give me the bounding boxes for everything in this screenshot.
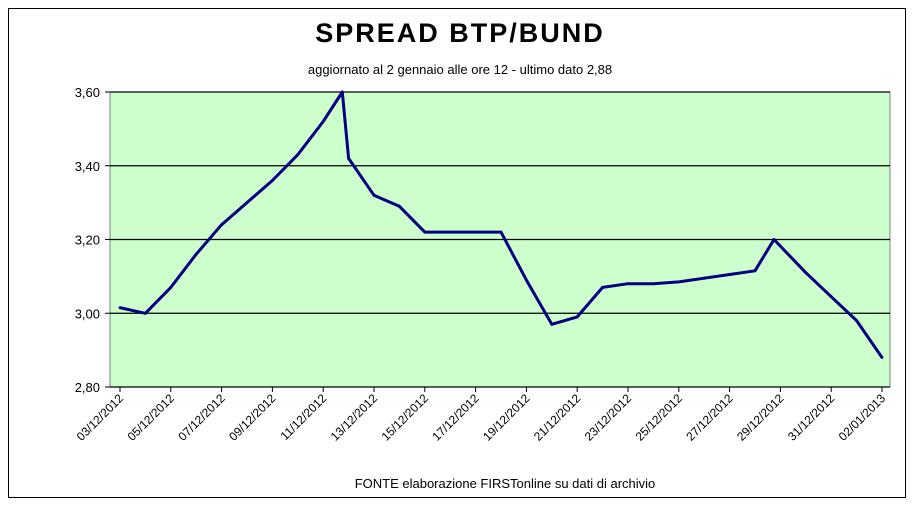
data-point [340, 90, 344, 94]
x-axis: 03/12/201205/12/201207/12/201209/12/2012… [74, 387, 889, 444]
data-point [829, 295, 833, 299]
data-point [448, 230, 452, 234]
x-tick-label: 05/12/2012 [125, 391, 178, 444]
data-point [194, 252, 198, 256]
data-point [626, 282, 630, 286]
data-point [423, 230, 427, 234]
x-tick-label: 02/01/2013 [836, 391, 889, 444]
data-point [601, 286, 604, 289]
x-tick-label: 13/12/2012 [328, 391, 381, 444]
data-point [118, 306, 122, 310]
chart-subtitle: aggiornato al 2 gennaio alle ore 12 - ul… [307, 62, 613, 77]
data-point [880, 356, 884, 359]
series-line [119, 90, 884, 359]
x-tick-label: 15/12/2012 [379, 391, 432, 444]
data-point [499, 230, 503, 234]
x-tick-label: 25/12/2012 [633, 391, 686, 444]
source-note: FONTE elaborazione FIRSTonline su dati d… [354, 476, 656, 491]
data-point [575, 315, 579, 319]
data-point [321, 120, 325, 123]
data-point [474, 230, 477, 234]
x-tick-label: 27/12/2012 [683, 391, 736, 444]
grid-lines [110, 91, 890, 388]
data-point [652, 282, 655, 286]
data-point [347, 157, 350, 160]
y-tick-label: 3,60 [75, 85, 100, 100]
data-point [144, 311, 147, 315]
x-tick-label: 23/12/2012 [582, 391, 635, 444]
data-point [398, 204, 401, 208]
data-point [702, 276, 706, 280]
x-tick-label: 07/12/2012 [175, 391, 228, 444]
data-point [372, 193, 376, 197]
data-point [550, 322, 554, 326]
x-tick-label: 29/12/2012 [734, 391, 787, 444]
data-points [118, 90, 884, 359]
data-point [525, 278, 528, 282]
y-tick-label: 3,40 [75, 159, 100, 174]
x-tick-label: 19/12/2012 [480, 391, 533, 444]
data-point [296, 153, 300, 157]
data-point [855, 319, 858, 322]
x-tick-label: 31/12/2012 [785, 391, 838, 444]
data-point [728, 273, 731, 276]
x-tick-label: 21/12/2012 [531, 391, 584, 444]
data-point [271, 179, 274, 182]
x-tick-label: 17/12/2012 [429, 391, 482, 444]
data-point [753, 269, 757, 273]
y-tick-label: 3,20 [75, 233, 100, 248]
data-point [245, 201, 249, 205]
y-axis: 2,80 3,00 3,20 3,40 3,60 [75, 85, 110, 395]
data-point [169, 286, 173, 289]
data-point [220, 223, 224, 227]
chart-title: SPREAD BTP/BUND [315, 18, 605, 48]
data-point [677, 280, 681, 284]
y-tick-label: 3,00 [75, 306, 100, 321]
x-tick-label: 03/12/2012 [74, 391, 127, 444]
data-point [772, 238, 776, 241]
x-tick-label: 11/12/2012 [278, 391, 330, 443]
x-tick-label: 09/12/2012 [226, 391, 279, 444]
data-point [804, 271, 808, 275]
y-tick-label: 2,80 [75, 380, 100, 395]
